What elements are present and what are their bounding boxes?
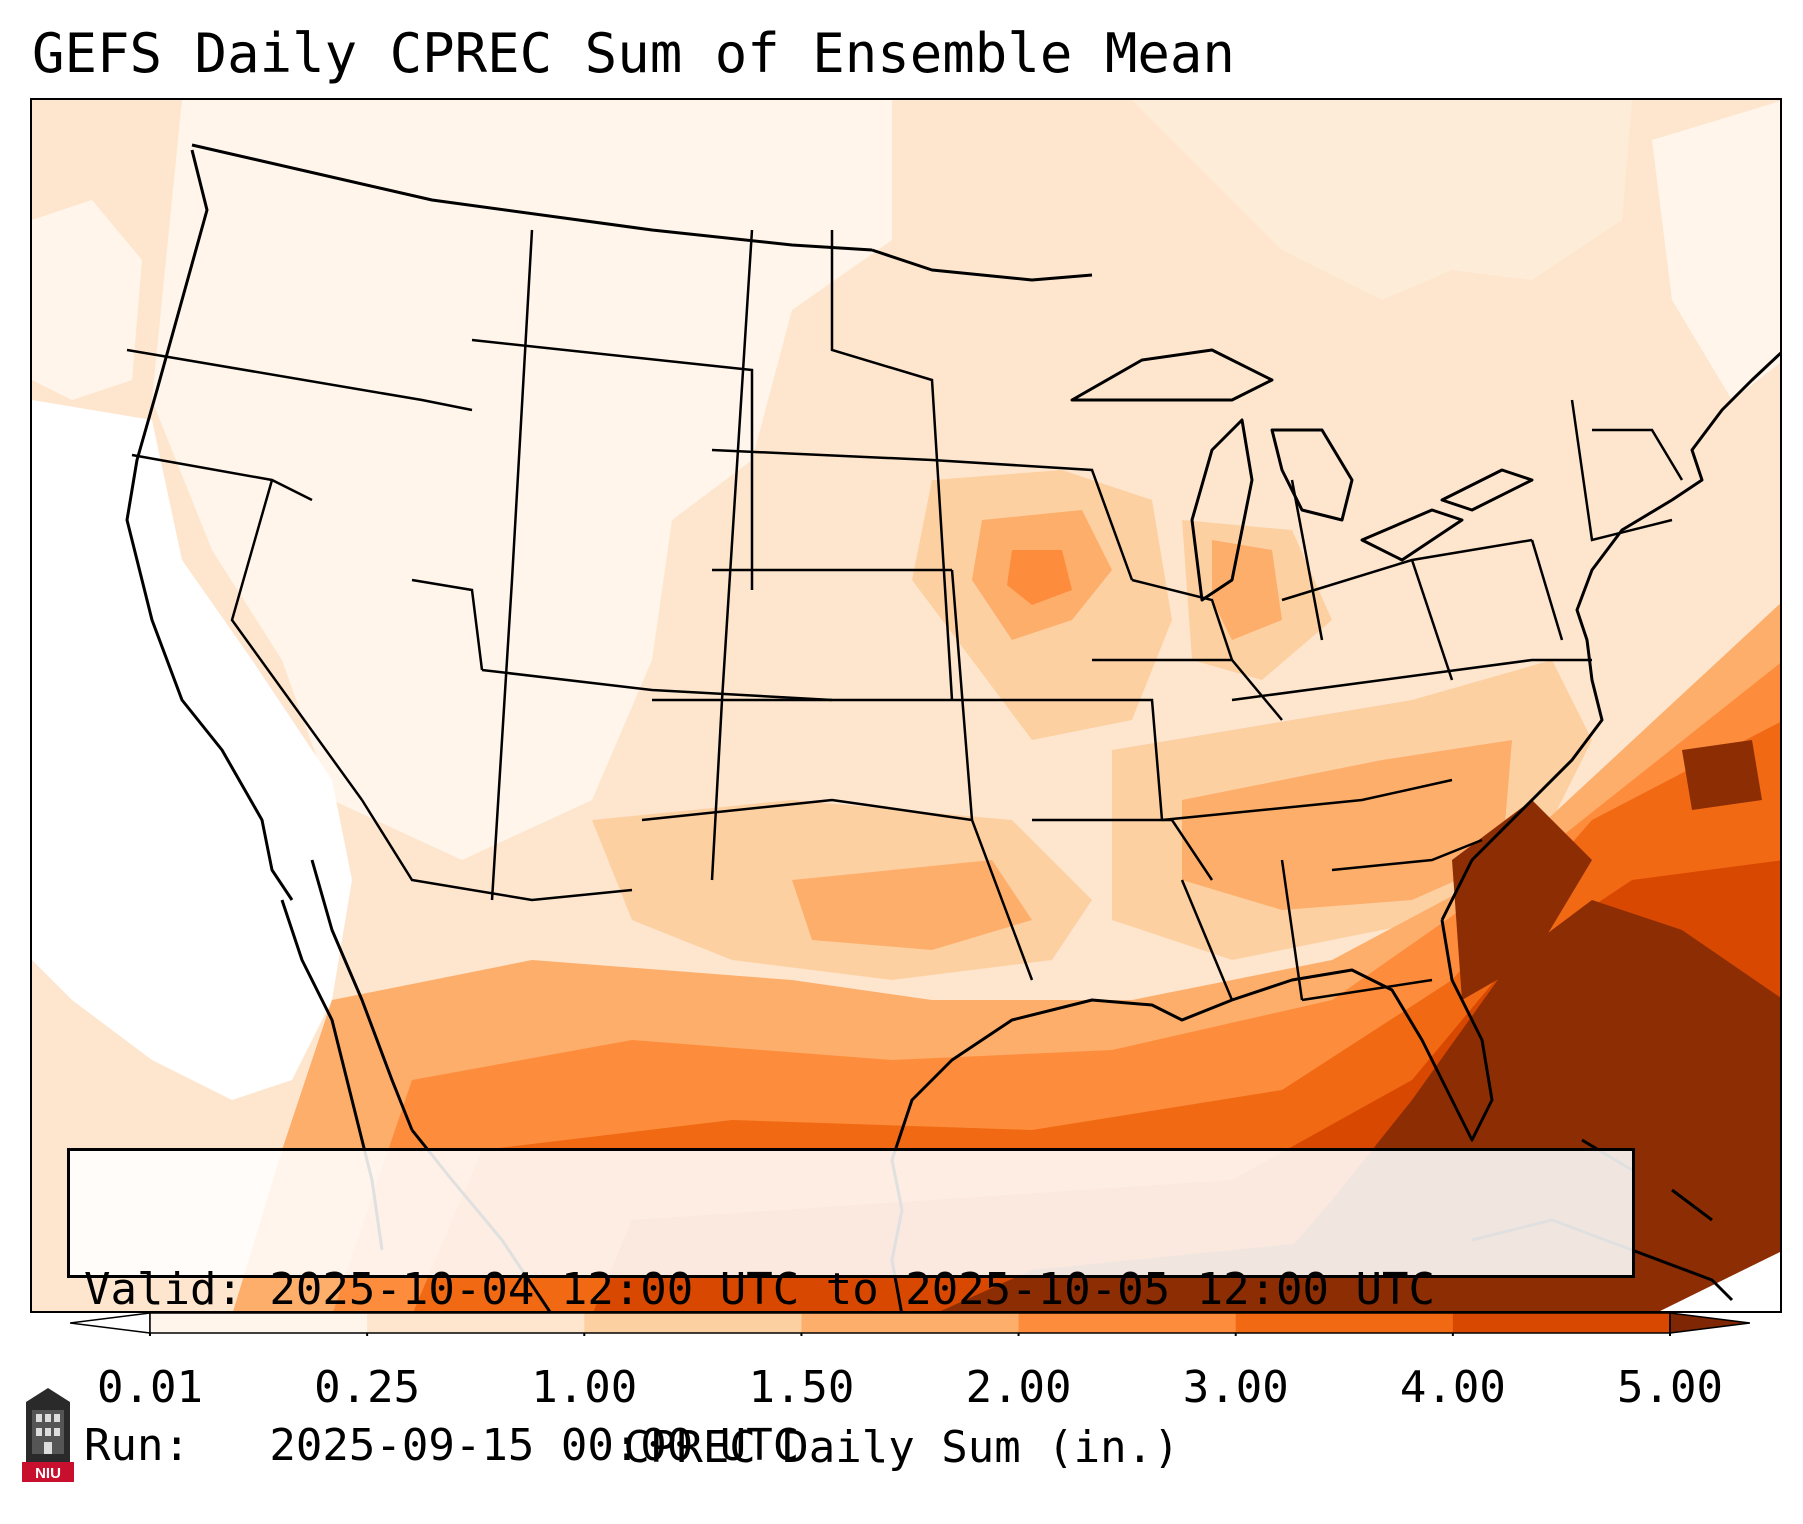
colorbar-under-extension [70,1312,151,1334]
colorbar-segment [1235,1313,1454,1333]
colorbar-over-extension [1669,1312,1750,1334]
niu-building-logo-icon: NIU [22,1388,74,1482]
colorbar-tick-label: 0.25 [314,1362,421,1413]
valid-run-info-box: Valid: 2025-10-04 12:00 UTC to 2025-10-0… [67,1148,1635,1471]
colorbar-tick-label: 1.50 [748,1362,855,1413]
colorbar-frame [149,1312,1671,1334]
colorbar-tick-label: 1.00 [531,1362,638,1413]
colorbar-label: CPREC Daily Sum (in.) [623,1422,1180,1473]
state-borders [126,229,1684,1002]
colorbar-tick-label: 0.01 [97,1362,203,1413]
run-time-text: Run: 2025-09-15 00:00 UTC [84,1420,800,1471]
colorbar-segment [1452,1313,1671,1333]
colorbar-segment [801,1313,1020,1333]
colorbar-tick-label: 4.00 [1399,1362,1506,1413]
colorbar-segment [150,1313,368,1333]
logo-text: NIU [35,1465,61,1482]
map-svg [32,100,1780,1311]
colorbar-tick-label: 5.00 [1617,1362,1723,1413]
valid-time-text: Valid: 2025-10-04 12:00 UTC to 2025-10-0… [84,1264,1436,1315]
colorbar-tick-label: 2.00 [965,1362,1072,1413]
colorbar-tick-label: 3.00 [1182,1362,1289,1413]
colorbar [70,1312,1750,1336]
page-title: GEFS Daily CPREC Sum of Ensemble Mean [32,22,1235,85]
colorbar-segment [1018,1313,1237,1333]
precip-map [30,98,1782,1313]
colorbar-segment [584,1313,802,1333]
colorbar-segment [367,1313,585,1333]
